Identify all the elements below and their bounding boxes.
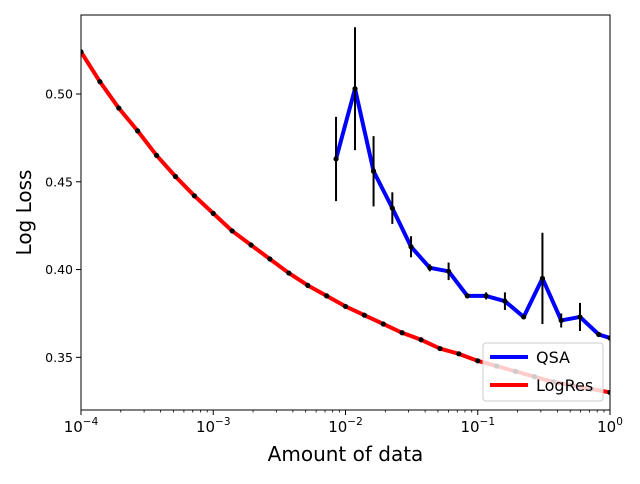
- y-ticks: 0.35 0.40 0.45 0.50: [45, 87, 81, 365]
- data-point-logres: [154, 152, 160, 159]
- x-tick-label: 10−1: [460, 416, 495, 436]
- y-axis-label: Log Loss: [12, 170, 36, 256]
- data-point-qsa: [483, 293, 489, 299]
- plot-area: [81, 27, 610, 396]
- series-line-qsa: [334, 86, 610, 340]
- legend-label-qsa: QSA: [536, 348, 570, 367]
- data-point-logres: [116, 105, 122, 111]
- data-point-logres: [418, 337, 424, 343]
- plot-content: [81, 27, 610, 396]
- legend-label-logres: LogRes: [536, 376, 593, 395]
- x-tick-label: 10−3: [196, 416, 231, 436]
- data-point-logres: [380, 321, 386, 327]
- data-point-logres: [324, 293, 330, 299]
- data-point-logres: [81, 49, 84, 55]
- y-tick-label: 0.50: [45, 87, 73, 102]
- legend: QSA LogRes: [482, 342, 604, 402]
- y-tick-label: 0.35: [45, 350, 73, 365]
- data-point-qsa: [352, 86, 358, 92]
- data-point-qsa: [370, 168, 377, 174]
- data-point-logres: [286, 270, 292, 276]
- data-point-logres: [361, 312, 368, 318]
- data-point-logres: [475, 358, 481, 364]
- data-point-logres: [342, 303, 349, 310]
- data-point-logres: [229, 228, 235, 234]
- data-point-logres: [248, 242, 254, 248]
- data-point-qsa: [427, 265, 433, 271]
- data-point-qsa: [521, 314, 527, 320]
- data-point-qsa: [333, 156, 339, 162]
- data-point-logres: [437, 345, 443, 352]
- data-point-qsa: [607, 335, 610, 341]
- data-point-logres: [267, 256, 273, 262]
- data-point-qsa: [577, 314, 583, 320]
- data-point-qsa: [596, 331, 602, 338]
- y-tick-label: 0.40: [45, 262, 73, 277]
- data-point-qsa: [464, 293, 470, 299]
- data-point-logres: [305, 282, 311, 288]
- data-point-logres: [399, 330, 405, 336]
- y-tick-label: 0.45: [45, 174, 73, 189]
- data-point-logres: [191, 193, 197, 199]
- data-point-qsa: [558, 317, 564, 324]
- data-point-logres: [607, 389, 610, 396]
- x-tick-label: 10−2: [328, 416, 363, 436]
- x-tick-label: 10−4: [64, 416, 99, 436]
- data-point-qsa: [502, 298, 508, 304]
- data-point-qsa: [408, 244, 414, 250]
- series-line-logres: [81, 50, 610, 395]
- data-point-qsa: [446, 268, 452, 274]
- x-ticks: 10−4 10−3 10−2 10−1 100: [64, 410, 623, 436]
- x-tick-label: 100: [597, 416, 623, 436]
- data-point-logres: [456, 351, 462, 357]
- x-axis-label: Amount of data: [268, 442, 424, 466]
- data-point-qsa: [539, 275, 546, 281]
- data-point-qsa: [389, 205, 395, 211]
- data-point-logres: [210, 210, 216, 216]
- data-point-logres: [172, 173, 179, 180]
- data-point-logres: [135, 128, 141, 134]
- data-point-logres: [97, 79, 103, 85]
